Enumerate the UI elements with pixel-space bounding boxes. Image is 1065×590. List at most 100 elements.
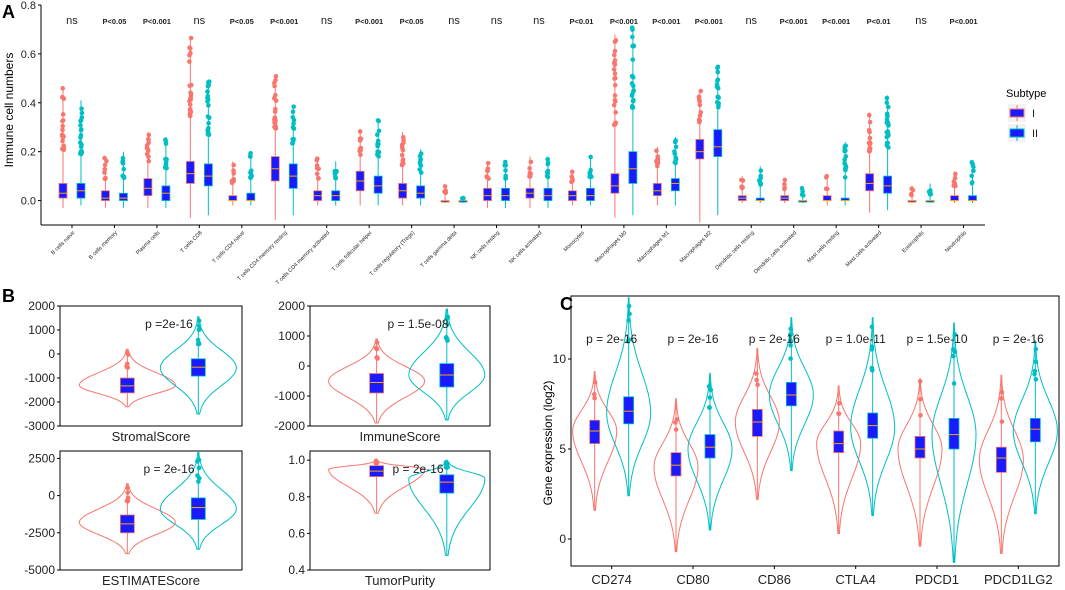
- x-tick-label: NK cells activated: [508, 230, 543, 265]
- box-II-outlier: [707, 405, 712, 410]
- box-I-outlier: [187, 59, 192, 64]
- box-I-outlier: [230, 178, 236, 184]
- box-II-outlier: [206, 103, 211, 108]
- box-II-outlier: [164, 156, 169, 162]
- x-tick-label: CD86: [758, 572, 791, 587]
- violin-II: [408, 308, 486, 421]
- box-I-outlier: [697, 102, 703, 108]
- x-tick-label: NK cells resting: [470, 230, 501, 261]
- box-I-outlier: [654, 148, 659, 154]
- y-tick-label: 0.6: [21, 49, 36, 61]
- box-II-box: [119, 192, 128, 201]
- pvalue-label: p =2e-16: [145, 317, 193, 331]
- box-I-outlier: [611, 52, 617, 58]
- box-II-outlier: [333, 175, 338, 181]
- box-II-outlier: [928, 188, 933, 193]
- y-tick-label: 0: [48, 489, 55, 503]
- box-I-outlier: [917, 379, 923, 384]
- box-II-outlier: [196, 465, 202, 471]
- box-II-outlier: [886, 145, 891, 150]
- box-II-outlier: [630, 105, 636, 110]
- legend-title: Subtype: [1006, 88, 1046, 100]
- violin-II: [159, 316, 237, 415]
- box-II-box: [439, 474, 455, 494]
- box-I-outlier: [399, 145, 405, 150]
- box-II-outlier: [869, 324, 875, 330]
- box-II-outlier: [631, 89, 636, 94]
- box-II-outlier: [291, 125, 296, 130]
- box-I-outlier: [613, 99, 618, 104]
- x-tick-label: B cells memory: [88, 230, 119, 261]
- box-II-outlier: [1033, 359, 1039, 365]
- x-tick-label: Dendritic cells activated: [753, 230, 798, 275]
- box-II-outlier: [79, 150, 85, 156]
- category-group: [907, 183, 935, 203]
- box-II-outlier: [788, 338, 794, 344]
- y-tick-label: 1000: [278, 329, 305, 343]
- box-II-box: [948, 417, 960, 450]
- significance-label: ns: [915, 15, 927, 27]
- box-II-outlier: [951, 353, 956, 359]
- box-I-outlier: [187, 102, 193, 107]
- box-II-outlier: [445, 464, 450, 470]
- box-II-outlier: [196, 327, 202, 333]
- box-II-box: [501, 187, 510, 201]
- box-I-outlier: [124, 364, 130, 370]
- y-tick-label: -3000: [24, 419, 55, 433]
- box-II-outlier: [78, 127, 84, 133]
- gene-cd80: p = 2e-16 CD80: [653, 332, 733, 587]
- y-tick-label: 0.8: [21, 0, 36, 12]
- box-I-outlier: [273, 74, 279, 79]
- box-II-box: [543, 187, 553, 201]
- box-II-outlier: [869, 344, 875, 349]
- box-II-outlier: [800, 193, 806, 198]
- box-I-box: [185, 161, 195, 184]
- box-II-outlier: [78, 132, 84, 138]
- pvalue-label: p = 1.0e-11: [826, 332, 886, 346]
- box-I-outlier: [698, 88, 704, 94]
- box-I-box: [670, 452, 682, 477]
- box-II-outlier: [417, 167, 422, 172]
- box-II-outlier: [627, 311, 632, 317]
- box-I-outlier: [374, 340, 380, 345]
- y-tick-label: 1000: [28, 323, 55, 337]
- box-I-outlier: [146, 140, 151, 146]
- subplot-estimatescore: 2500 0 -2500 -5000 p = 2e-16 ESTIMATEScore: [24, 450, 243, 588]
- category-group: [355, 118, 383, 206]
- significance-label: ns: [66, 15, 78, 27]
- x-tick-label: CTLA4: [835, 572, 875, 587]
- violin-I: [328, 338, 426, 424]
- box-I-box: [143, 178, 153, 197]
- category-group: [525, 156, 553, 208]
- box-I-outlier: [612, 76, 617, 81]
- box-I-outlier: [674, 417, 680, 422]
- box-II-outlier: [503, 159, 508, 165]
- box-I-outlier: [951, 183, 957, 188]
- box-II-outlier: [205, 99, 210, 104]
- significance-label: P<0.001: [143, 17, 171, 26]
- box-II-outlier: [120, 155, 126, 161]
- box-II-outlier: [79, 110, 85, 116]
- panel-label-b: B: [2, 286, 15, 306]
- box-I-outlier: [612, 71, 618, 76]
- box-I-outlier: [837, 401, 842, 406]
- box-I-outlier: [999, 396, 1004, 401]
- box-I-outlier: [125, 490, 131, 495]
- x-tick-label: CD80: [676, 572, 709, 587]
- box-II-outlier: [884, 100, 890, 106]
- box-II-outlier: [630, 57, 636, 62]
- box-I-outlier: [782, 181, 787, 187]
- x-axis-label: ESTIMATEScore: [102, 573, 200, 588]
- box-I-outlier: [60, 138, 65, 144]
- box-I-outlier: [188, 35, 194, 41]
- significance-label: P<0.001: [355, 17, 383, 26]
- box-I-outlier: [188, 90, 193, 95]
- box-II-outlier: [121, 174, 127, 180]
- box-I-outlier: [104, 158, 109, 164]
- box-II-outlier: [461, 196, 466, 201]
- significance-label: P<0.001: [610, 17, 638, 26]
- box-II-outlier: [290, 114, 296, 120]
- box-I-outlier: [569, 169, 575, 175]
- significance-label: ns: [533, 15, 545, 27]
